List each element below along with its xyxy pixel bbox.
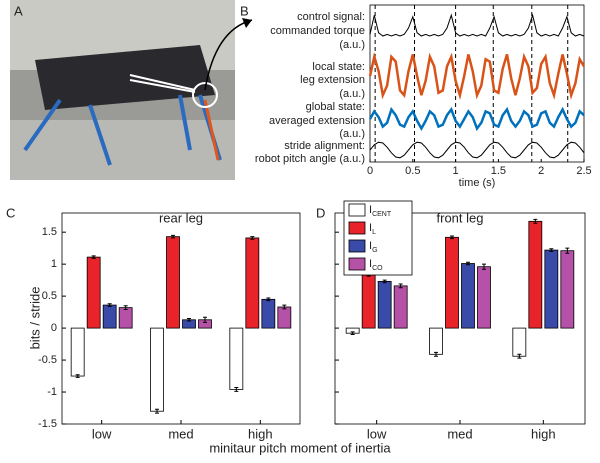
legend-subscript: L (372, 229, 376, 236)
x-tick-label: 0.5 (405, 165, 420, 177)
panel-label: A (14, 3, 23, 18)
legend-swatch (349, 222, 365, 234)
x-tick-label: 2.5 (576, 165, 591, 177)
x-tick-label: 0 (367, 165, 373, 177)
bar (462, 264, 475, 329)
trace-label: (a.u.) (339, 88, 365, 100)
bar (430, 328, 443, 354)
legend-subscript: G (372, 247, 377, 254)
y-axis-label: bits / stride (27, 287, 42, 350)
x-tick-label: high (248, 426, 273, 441)
bar (529, 221, 542, 328)
bar (71, 328, 84, 376)
plot-frame (370, 5, 584, 162)
figure: A B C D 0 0.5 1 1.5 2 2.5 time (s) control sign… (0, 0, 600, 458)
bar (119, 308, 132, 328)
legend-swatch (349, 258, 365, 270)
bar (262, 299, 275, 328)
y-tick-label: 0 (51, 322, 57, 334)
trace (370, 15, 584, 36)
y-tick-label: 1 (51, 258, 57, 270)
x-tick-label: med (168, 426, 193, 441)
bar (278, 307, 291, 328)
x-tick-label: high (531, 426, 556, 441)
panel-label: D (316, 205, 325, 220)
bar (478, 267, 491, 328)
bar (394, 286, 407, 328)
legend-swatch (349, 204, 365, 216)
bar (545, 250, 558, 328)
x-tick-label: 2 (538, 165, 544, 177)
bar (561, 251, 574, 328)
panel-label: B (240, 3, 249, 18)
trace (370, 110, 584, 129)
y-tick-label: 1.5 (42, 226, 57, 238)
bar (151, 328, 164, 411)
y-tick-label: -0.5 (38, 354, 57, 366)
trace-label: stride alignment: (284, 140, 365, 152)
trace (370, 54, 584, 95)
chart-title: front leg (437, 210, 484, 225)
trace-label: leg extension (300, 74, 365, 86)
bar (362, 275, 375, 328)
legend-swatch (349, 240, 365, 252)
photo (10, 0, 252, 180)
legend-subscript: CO (372, 265, 383, 272)
x-axis-label: time (s) (459, 177, 496, 189)
trace-label: (a.u.) (339, 39, 365, 51)
trace-label: global state: (306, 101, 365, 113)
bar (167, 237, 180, 328)
x-tick-label: low (367, 426, 387, 441)
y-tick-label: -1.5 (38, 418, 57, 430)
legend-subscript: CENT (372, 211, 392, 218)
trace-label: control signal: (297, 11, 365, 23)
trace-label: local state: (312, 61, 365, 73)
y-tick-label: -1 (47, 386, 57, 398)
bar (246, 238, 259, 328)
bar (446, 237, 459, 328)
x-tick-label: low (92, 426, 112, 441)
bar (87, 257, 100, 328)
bar (378, 281, 391, 328)
chart-title: rear leg (159, 210, 203, 225)
trace-label: robot pitch angle (a.u.) (255, 153, 365, 165)
panel-label: C (6, 205, 15, 220)
y-tick-label: 0.5 (42, 290, 57, 302)
trace-label: averaged extension (269, 115, 365, 127)
x-tick-label: 1.5 (491, 165, 506, 177)
x-axis-label: minitaur pitch moment of inertia (209, 440, 391, 455)
bar (230, 328, 243, 389)
trace-label: (a.u.) (339, 128, 365, 140)
trace-label: commanded torque (270, 25, 365, 37)
x-tick-label: med (447, 426, 472, 441)
x-tick-label: 1 (453, 165, 459, 177)
bar (513, 328, 526, 356)
bar (103, 305, 116, 328)
trace (370, 142, 584, 158)
